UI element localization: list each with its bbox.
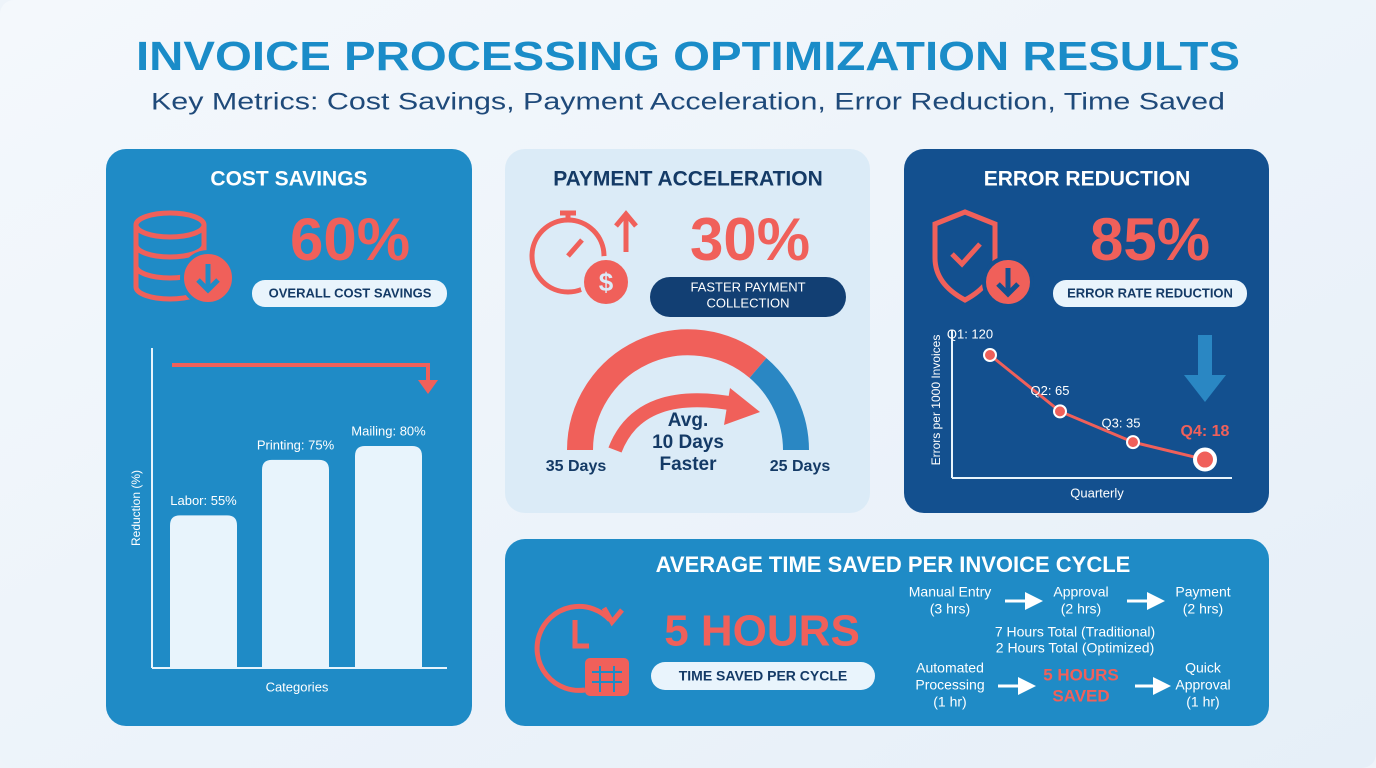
arrow-head	[1184, 375, 1226, 402]
total-label: 2 Hours Total (Optimized)	[996, 640, 1154, 656]
stat-label: ERROR RATE REDUCTION	[1067, 285, 1233, 300]
flow-step: Manual Entry	[909, 584, 991, 600]
flow-step: (3 hrs)	[930, 601, 970, 617]
point	[1053, 404, 1067, 419]
bar	[355, 446, 422, 668]
bar	[170, 515, 237, 668]
y-axis-label: Errors per 1000 Invoices	[929, 335, 943, 466]
stopwatch-icon: $	[529, 210, 638, 308]
gauge-arrow	[608, 393, 742, 453]
stat: 60%	[290, 206, 410, 273]
flow-highlight: 5 HOURS	[1043, 665, 1119, 684]
total-label: 7 Hours Total (Traditional)	[995, 624, 1155, 640]
flow-step: (1 hr)	[1186, 694, 1219, 710]
panel-title: COST SAVINGS	[210, 168, 367, 191]
flow-step: Payment	[1175, 584, 1230, 600]
bar-label: Labor: 55%	[170, 493, 237, 508]
subtitle: Key Metrics: Cost Savings, Payment Accel…	[151, 88, 1225, 115]
arrow-head	[418, 380, 438, 394]
panel-title: ERROR REDUCTION	[984, 168, 1191, 191]
panel-title: AVERAGE TIME SAVED PER INVOICE CYCLE	[656, 552, 1131, 577]
stat-pill	[252, 280, 447, 307]
trend-arrow	[172, 363, 430, 385]
gauge-center: Faster	[659, 454, 717, 475]
gauge-label: 25 Days	[770, 458, 831, 475]
stat-pill	[650, 277, 846, 317]
bar	[262, 459, 329, 668]
point	[1126, 435, 1140, 450]
flow-step: (2 hrs)	[1183, 601, 1223, 617]
point-label: Q1: 120	[947, 326, 993, 341]
flow-arrows	[998, 592, 1171, 695]
bar-label: Printing: 75%	[257, 437, 335, 452]
stat: 5 HOURS	[664, 607, 860, 656]
x-axis-label: Quarterly	[1070, 485, 1124, 500]
flow-step: Approval	[1175, 677, 1230, 693]
line	[989, 353, 1206, 462]
stat-label: COLLECTION	[706, 295, 789, 310]
shield-icon	[932, 209, 1034, 308]
stat-pill	[1053, 280, 1247, 307]
point-label: Q4: 18	[1181, 423, 1230, 440]
arrow-head	[724, 388, 760, 425]
gauge-center: 10 Days	[652, 432, 724, 453]
stat-pill	[651, 662, 875, 690]
flow-step: (2 hrs)	[1061, 601, 1101, 617]
point-label: Q3: 35	[1101, 416, 1140, 431]
x-axis-label: Categories	[266, 679, 329, 694]
coins-icon	[133, 210, 236, 306]
stat-label: TIME SAVED PER CYCLE	[679, 668, 848, 684]
clock-icon	[534, 603, 629, 696]
stat: 85%	[1090, 206, 1210, 273]
gauge-arc	[567, 329, 767, 451]
point	[983, 348, 997, 362]
stat-label: FASTER PAYMENT	[690, 279, 805, 294]
flow-step: Processing	[915, 677, 984, 693]
stat-label: OVERALL COST SAVINGS	[269, 285, 432, 300]
flow-step: Quick	[1185, 660, 1222, 676]
title: INVOICE PROCESSING OPTIMIZATION RESULTS	[136, 33, 1240, 79]
point	[1193, 447, 1217, 472]
flow-highlight: SAVED	[1052, 686, 1109, 705]
svg-text:$: $	[599, 267, 614, 297]
point-label: Q2: 65	[1030, 383, 1069, 398]
bar-label: Mailing: 80%	[351, 423, 426, 438]
gauge-arc	[749, 358, 809, 451]
y-axis-label: Reduction (%)	[129, 470, 143, 546]
flow-step: Approval	[1053, 584, 1108, 600]
gauge-label: 35 Days	[546, 458, 607, 475]
flow-step: (1 hr)	[933, 694, 966, 710]
gauge-center: Avg.	[668, 410, 708, 431]
flow-step: Automated	[916, 660, 984, 676]
panel-title: PAYMENT ACCELERATION	[553, 168, 823, 191]
stat: 30%	[690, 206, 810, 273]
